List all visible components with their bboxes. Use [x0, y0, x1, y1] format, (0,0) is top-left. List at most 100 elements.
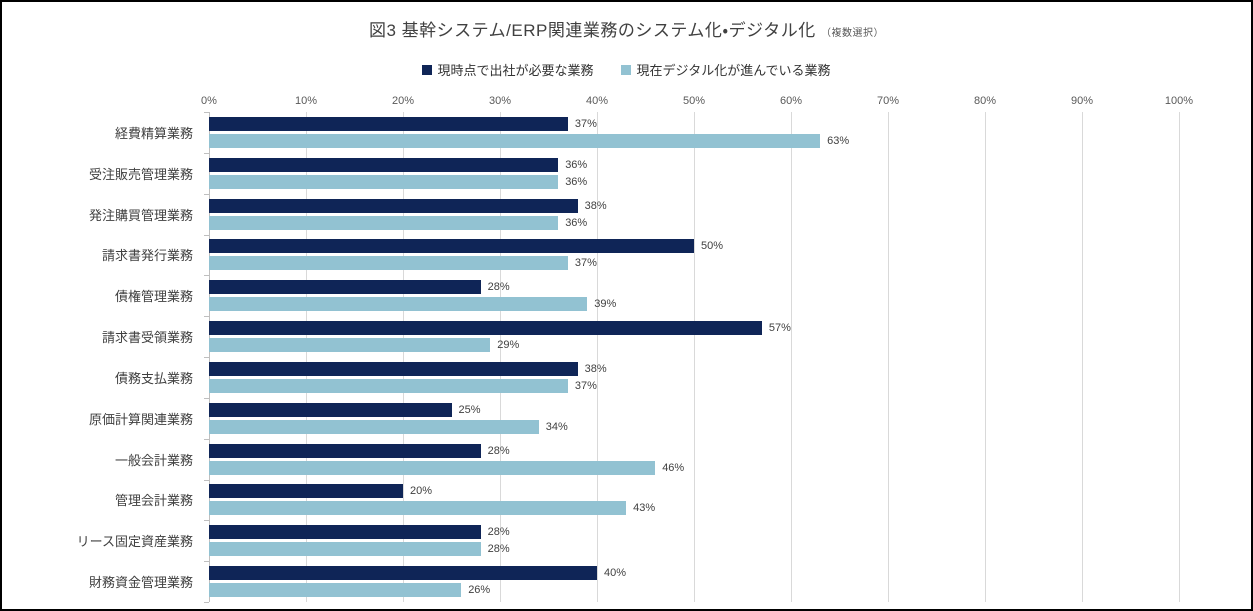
plot-area: 経費精算業務 受注販売管理業務 発注購買管理業務 請求書発行業務 債権管理業務 請求書受領… [77, 95, 1193, 603]
gridline [888, 112, 889, 602]
data-label: 28% [487, 526, 510, 539]
bar-line: 20% [209, 484, 1179, 499]
bar-series1 [209, 157, 559, 172]
y-axis-tick [204, 234, 209, 236]
bar-line: 36% [209, 157, 1179, 172]
gridline [403, 112, 404, 602]
bar-line: 36% [209, 174, 1179, 189]
bar-series2 [209, 297, 588, 312]
bar-series1 [209, 484, 403, 499]
y-axis-line [209, 112, 210, 602]
chart-title-text: 図3 基幹システム/ERP関連業務のシステム化・デジタル化 [368, 21, 816, 40]
category-label: 財務資金管理業務 [88, 575, 193, 591]
gridline [1082, 112, 1083, 602]
gridline [694, 112, 695, 602]
bar-row: 38% 36% [209, 194, 1179, 235]
legend-label-series2: 現在デジタル化が進んでいる業務 [636, 63, 831, 78]
category-label: 債権管理業務 [114, 289, 193, 305]
data-label: 28% [487, 281, 510, 294]
bar-series1 [209, 239, 694, 254]
data-label: 40% [604, 567, 627, 580]
bar-line: 40% [209, 566, 1179, 581]
bar-series2 [209, 174, 559, 189]
data-label: 39% [594, 298, 617, 311]
bar-line: 37% [209, 256, 1179, 271]
category-label: リース固定資産業務 [76, 534, 193, 550]
bar-row: 37% 63% [209, 112, 1179, 153]
x-axis-tick-label: 40% [585, 95, 609, 107]
bar-line: 26% [209, 583, 1179, 598]
gridline [1179, 112, 1180, 602]
bar-series1 [209, 116, 568, 131]
bar-line: 38% [209, 361, 1179, 376]
x-axis-tick-label: 80% [973, 95, 997, 107]
data-label: 20% [410, 485, 433, 498]
data-label: 36% [565, 216, 588, 229]
chart-title: 図3 基幹システム/ERP関連業務のシステム化・デジタル化 （複数選択） [2, 16, 1251, 41]
gridline [500, 112, 501, 602]
bar-row: 28% 28% [209, 520, 1179, 561]
bar-series2 [209, 583, 462, 598]
category-label: 債務支払業務 [114, 370, 193, 386]
data-label: 50% [701, 240, 724, 253]
data-label: 37% [574, 117, 597, 130]
gridline [791, 112, 792, 602]
data-label: 63% [827, 134, 850, 147]
bar-line: 34% [209, 419, 1179, 434]
data-label: 26% [468, 584, 491, 597]
y-axis-tick [204, 520, 209, 522]
bar-line: 50% [209, 239, 1179, 254]
bar-series2 [209, 215, 559, 230]
bar-line: 37% [209, 378, 1179, 393]
category-label: 管理会計業務 [114, 493, 193, 509]
data-label: 43% [633, 502, 656, 515]
x-axis-tick-label: 10% [294, 95, 318, 107]
bar-series1 [209, 525, 481, 540]
gridline [597, 112, 598, 602]
y-axis-tick [204, 316, 209, 318]
bar-series1 [209, 361, 578, 376]
bar-row: 57% 29% [209, 316, 1179, 357]
bar-series2 [209, 338, 491, 353]
x-axis-tick-label: 90% [1070, 95, 1094, 107]
category-label: 請求書発行業務 [101, 248, 193, 264]
bar-row: 50% 37% [209, 234, 1179, 275]
data-label: 38% [584, 199, 607, 212]
y-axis-tick [204, 152, 209, 154]
bar-series2 [209, 419, 539, 434]
data-label: 29% [497, 339, 520, 352]
bar-line: 63% [209, 133, 1179, 148]
bar-line: 43% [209, 501, 1179, 516]
y-axis-tick [204, 438, 209, 440]
category-label: 発注購買管理業務 [88, 207, 193, 223]
bar-series2 [209, 133, 821, 148]
legend-swatch-series2-icon [621, 64, 632, 75]
bar-series1 [209, 566, 597, 581]
bar-rows: 37% 63% 36% 36% 38% 36% 50% 37% 28% 39% 57% 29% 38% 3… [209, 112, 1179, 602]
bar-series2 [209, 542, 481, 557]
y-axis-tick [204, 275, 209, 277]
legend-label-series1: 現時点で出社が必要な業務 [437, 63, 594, 78]
x-axis-tick-label: 100% [1164, 95, 1194, 107]
data-label: 37% [574, 257, 597, 270]
bar-series1 [209, 198, 578, 213]
legend: 現時点で出社が必要な業務 現在デジタル化が進んでいる業務 [2, 60, 1251, 79]
data-label: 28% [487, 444, 510, 457]
y-axis-tick [204, 602, 209, 603]
x-axis-tick-label: 30% [488, 95, 512, 107]
category-label: 受注販売管理業務 [88, 166, 193, 182]
x-axis-tick-label: 20% [391, 95, 415, 107]
data-label: 37% [574, 379, 597, 392]
bar-line: 28% [209, 542, 1179, 557]
bar-line: 38% [209, 198, 1179, 213]
chart-title-suffix: （複数選択） [821, 28, 884, 39]
y-axis-tick [204, 561, 209, 563]
y-axis-category-labels: 経費精算業務 受注販売管理業務 発注購買管理業務 請求書発行業務 債権管理業務 請求書受領… [2, 112, 201, 602]
bar-line: 46% [209, 460, 1179, 475]
bar-line: 29% [209, 338, 1179, 353]
bar-line: 36% [209, 215, 1179, 230]
y-axis-tick [204, 112, 209, 113]
bar-series2 [209, 256, 568, 271]
bar-line: 25% [209, 402, 1179, 417]
bar-row: 20% 43% [209, 479, 1179, 520]
